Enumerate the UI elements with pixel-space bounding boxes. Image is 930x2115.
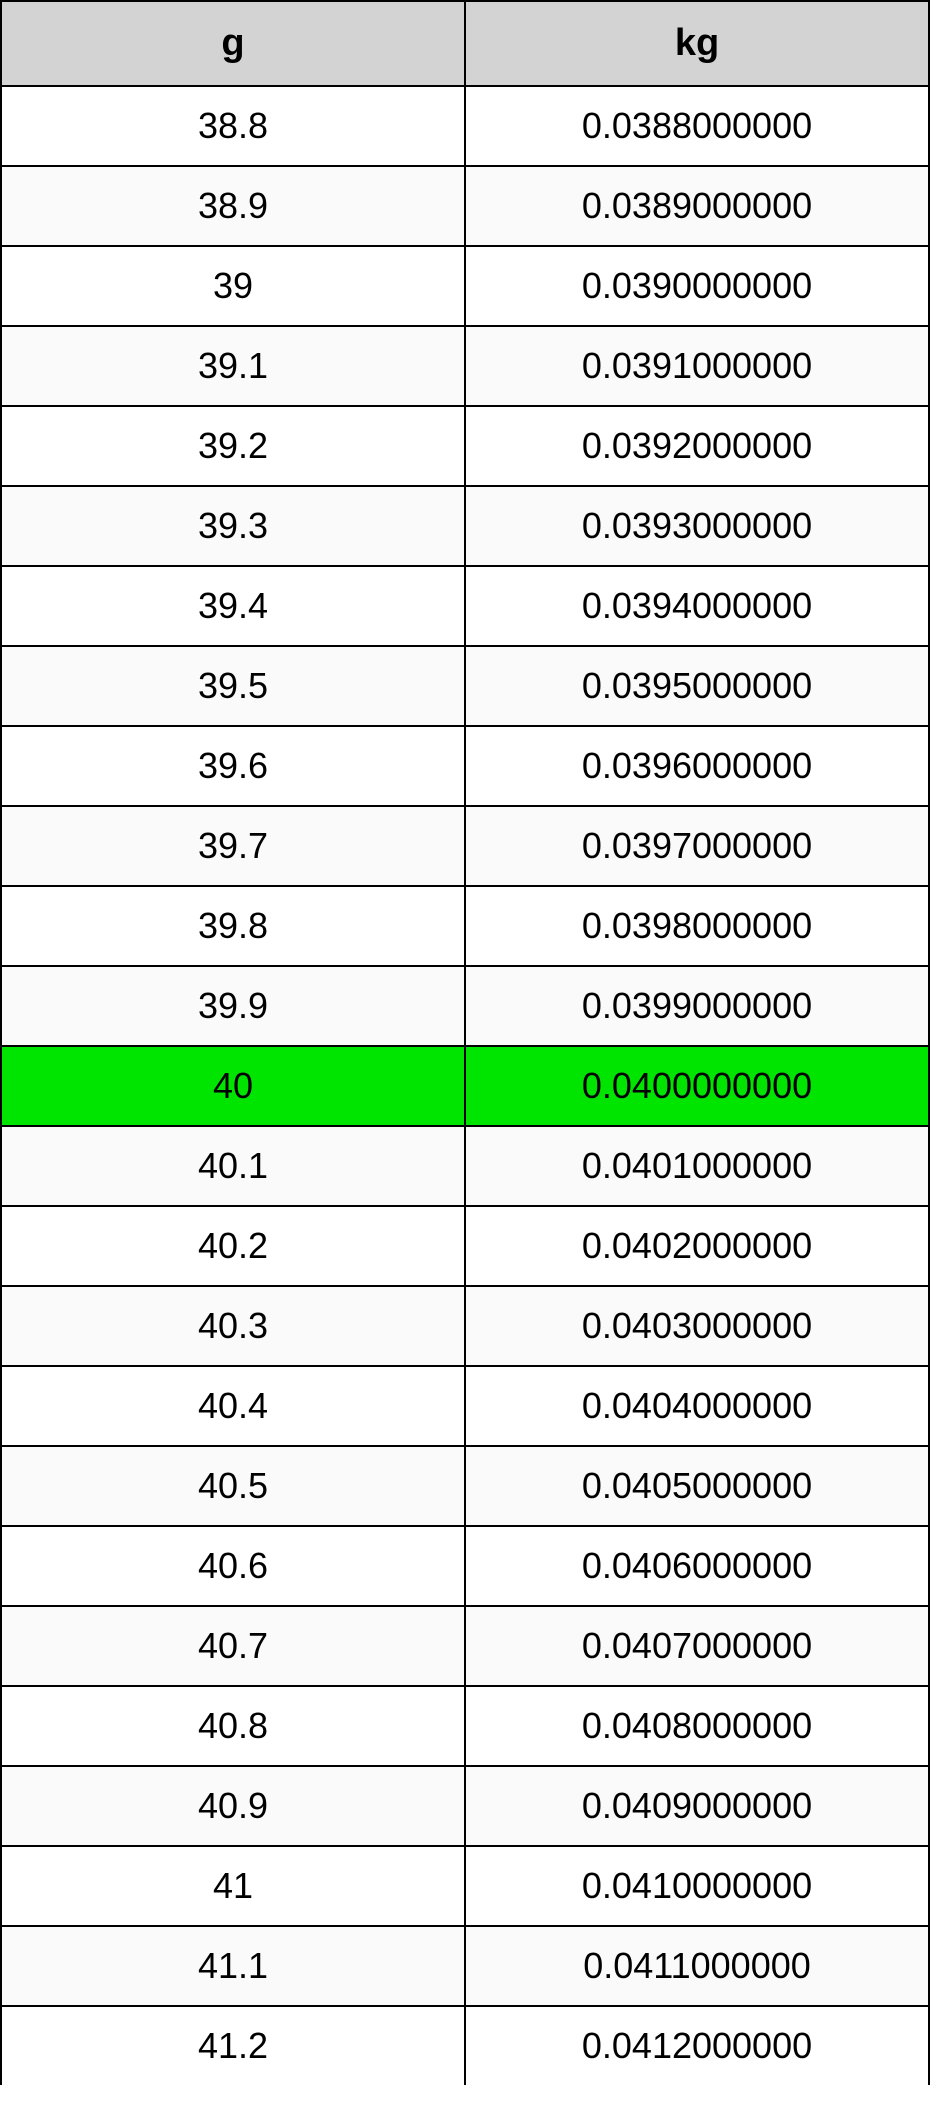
- cell-g: 38.9: [1, 166, 465, 246]
- table-row: 40.50.0405000000: [1, 1446, 929, 1526]
- table-row: 40.30.0403000000: [1, 1286, 929, 1366]
- cell-kg: 0.0407000000: [465, 1606, 929, 1686]
- table-row: 410.0410000000: [1, 1846, 929, 1926]
- cell-g: 40.1: [1, 1126, 465, 1206]
- cell-kg: 0.0403000000: [465, 1286, 929, 1366]
- cell-g: 40.3: [1, 1286, 465, 1366]
- cell-kg: 0.0394000000: [465, 566, 929, 646]
- cell-kg: 0.0400000000: [465, 1046, 929, 1126]
- cell-kg: 0.0410000000: [465, 1846, 929, 1926]
- table-row: 39.60.0396000000: [1, 726, 929, 806]
- cell-kg: 0.0389000000: [465, 166, 929, 246]
- cell-g: 39.6: [1, 726, 465, 806]
- cell-g: 39: [1, 246, 465, 326]
- cell-kg: 0.0395000000: [465, 646, 929, 726]
- cell-kg: 0.0396000000: [465, 726, 929, 806]
- table-row: 39.40.0394000000: [1, 566, 929, 646]
- table-row: 40.70.0407000000: [1, 1606, 929, 1686]
- cell-kg: 0.0405000000: [465, 1446, 929, 1526]
- cell-g: 40.9: [1, 1766, 465, 1846]
- cell-kg: 0.0399000000: [465, 966, 929, 1046]
- cell-kg: 0.0390000000: [465, 246, 929, 326]
- table-row: 39.20.0392000000: [1, 406, 929, 486]
- table-row: 39.50.0395000000: [1, 646, 929, 726]
- table-row: 39.30.0393000000: [1, 486, 929, 566]
- table-row: 38.90.0389000000: [1, 166, 929, 246]
- cell-g: 40.4: [1, 1366, 465, 1446]
- column-header-kg: kg: [465, 1, 929, 86]
- table-row: 41.20.0412000000: [1, 2006, 929, 2085]
- cell-g: 40.7: [1, 1606, 465, 1686]
- cell-kg: 0.0402000000: [465, 1206, 929, 1286]
- cell-g: 39.1: [1, 326, 465, 406]
- cell-kg: 0.0391000000: [465, 326, 929, 406]
- cell-kg: 0.0404000000: [465, 1366, 929, 1446]
- cell-g: 39.3: [1, 486, 465, 566]
- header-row: g kg: [1, 1, 929, 86]
- table-row: 40.10.0401000000: [1, 1126, 929, 1206]
- cell-g: 39.7: [1, 806, 465, 886]
- cell-kg: 0.0411000000: [465, 1926, 929, 2006]
- cell-g: 40.2: [1, 1206, 465, 1286]
- table-row: 39.70.0397000000: [1, 806, 929, 886]
- table-header: g kg: [1, 1, 929, 86]
- conversion-table: g kg 38.80.038800000038.90.0389000000390…: [0, 0, 930, 2085]
- table-row: 40.60.0406000000: [1, 1526, 929, 1606]
- table-row: 390.0390000000: [1, 246, 929, 326]
- cell-kg: 0.0398000000: [465, 886, 929, 966]
- cell-g: 40.8: [1, 1686, 465, 1766]
- cell-g: 41.1: [1, 1926, 465, 2006]
- cell-kg: 0.0401000000: [465, 1126, 929, 1206]
- cell-g: 39.5: [1, 646, 465, 726]
- cell-kg: 0.0406000000: [465, 1526, 929, 1606]
- cell-g: 40: [1, 1046, 465, 1126]
- table-row: 38.80.0388000000: [1, 86, 929, 166]
- table-row: 40.90.0409000000: [1, 1766, 929, 1846]
- cell-g: 41.2: [1, 2006, 465, 2085]
- cell-g: 39.8: [1, 886, 465, 966]
- cell-kg: 0.0409000000: [465, 1766, 929, 1846]
- table-body: 38.80.038800000038.90.0389000000390.0390…: [1, 86, 929, 2085]
- cell-g: 39.9: [1, 966, 465, 1046]
- table-row: 40.40.0404000000: [1, 1366, 929, 1446]
- table-row: 39.80.0398000000: [1, 886, 929, 966]
- table-row: 40.80.0408000000: [1, 1686, 929, 1766]
- cell-kg: 0.0388000000: [465, 86, 929, 166]
- table-row: 41.10.0411000000: [1, 1926, 929, 2006]
- table-row: 400.0400000000: [1, 1046, 929, 1126]
- cell-g: 38.8: [1, 86, 465, 166]
- cell-g: 40.6: [1, 1526, 465, 1606]
- cell-g: 40.5: [1, 1446, 465, 1526]
- cell-g: 39.2: [1, 406, 465, 486]
- cell-kg: 0.0408000000: [465, 1686, 929, 1766]
- table-row: 39.10.0391000000: [1, 326, 929, 406]
- cell-kg: 0.0397000000: [465, 806, 929, 886]
- table-row: 39.90.0399000000: [1, 966, 929, 1046]
- cell-g: 39.4: [1, 566, 465, 646]
- table-row: 40.20.0402000000: [1, 1206, 929, 1286]
- column-header-g: g: [1, 1, 465, 86]
- cell-kg: 0.0392000000: [465, 406, 929, 486]
- cell-kg: 0.0412000000: [465, 2006, 929, 2085]
- cell-kg: 0.0393000000: [465, 486, 929, 566]
- cell-g: 41: [1, 1846, 465, 1926]
